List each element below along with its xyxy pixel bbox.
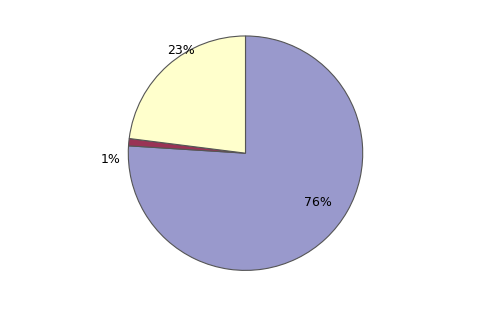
Text: 76%: 76% — [304, 196, 332, 209]
Wedge shape — [128, 36, 363, 270]
Text: 23%: 23% — [167, 44, 195, 57]
Wedge shape — [129, 36, 246, 153]
Wedge shape — [129, 139, 246, 153]
Text: 1%: 1% — [101, 153, 121, 166]
